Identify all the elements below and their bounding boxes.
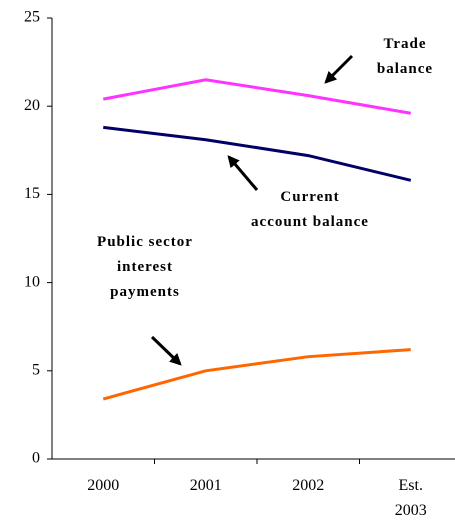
series-line: [103, 125, 412, 182]
y-tick-label: 25: [24, 9, 40, 26]
arrow: [227, 155, 259, 191]
y-tick-label: 0: [32, 450, 40, 467]
x-tick-label: 2001: [189, 477, 222, 494]
y-tick-label: 10: [24, 273, 40, 290]
arrow: [150, 335, 182, 366]
x-tick-label: 2000: [87, 477, 120, 494]
series-line: [102, 78, 412, 115]
series-line: [102, 348, 411, 401]
annotation: Public sector interest payments: [97, 234, 193, 300]
annotation: Trade balance: [376, 36, 434, 77]
y-tick-label: 5: [32, 361, 40, 378]
y-tick-label: 20: [24, 97, 40, 114]
x-tick-label: Est. 2003: [394, 477, 427, 519]
arrow: [324, 54, 354, 84]
annotation: Current account balance: [251, 189, 369, 230]
x-tick-label: 2002: [292, 477, 325, 494]
y-tick-label: 15: [24, 185, 40, 202]
